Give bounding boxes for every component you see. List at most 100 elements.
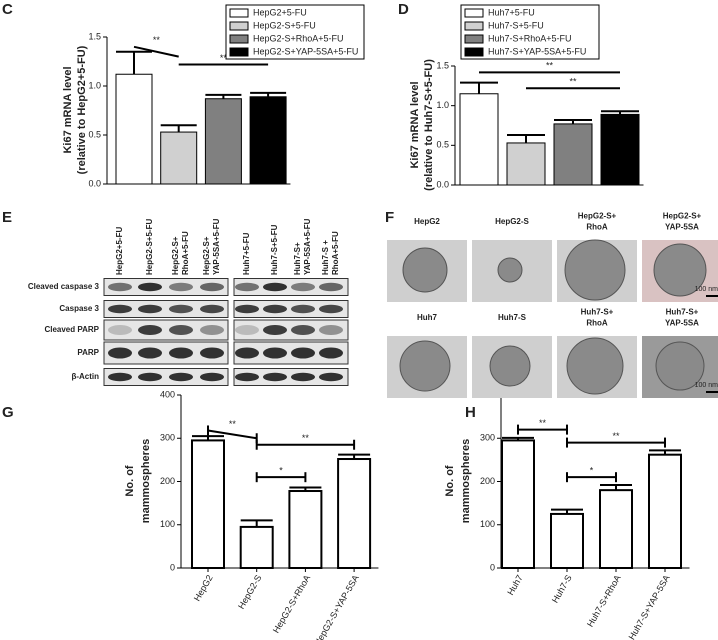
legend-swatch [229,47,249,57]
bar [553,123,593,186]
panel-label: F [385,209,394,226]
y-axis-label: No. of [444,465,456,496]
y-axis-label: (relative to Huh7-S+5-FU) [423,59,435,191]
significance-label: ** [229,419,237,429]
blot-band [235,304,259,314]
blot-band [200,325,224,335]
error-bar [601,110,639,115]
legend-label: HepG2-S+RhoA+5-FU [253,33,344,43]
blot-band [235,347,259,359]
y-tick-label: 1.0 [88,80,101,90]
bar [550,512,584,569]
x-tick-label: Huh7-S+YAP-5SA [627,573,672,640]
bar [459,93,499,186]
spheroid [564,239,626,301]
bar [600,113,640,186]
blot-band [108,372,132,382]
blot-band [263,372,287,382]
error-bar [338,453,371,460]
blot-band [291,282,315,292]
row-label: Cleaved PARP [44,325,99,334]
image-label: Huh7-S+ [581,308,614,317]
x-tick-label: Huh7 [505,573,524,597]
y-tick-label: 200 [480,476,495,486]
significance-bracket [133,45,179,58]
image-label: Huh7 [417,313,438,322]
image-label: RhoA [586,223,608,232]
blot-band [169,325,193,335]
spheroid [653,243,707,297]
image-label: HepG2-S+ [578,212,617,221]
error-bar [205,93,242,99]
panel-label: E [2,209,12,226]
lane-label: Huh7-S+ [293,242,302,275]
bar [506,142,546,186]
spheroid [497,257,523,283]
y-axis-label: mammospheres [460,439,472,523]
blot-band [235,372,259,382]
x-tick-label: Huh7-S [550,573,574,604]
image-label: Huh7-S [498,313,527,322]
row-label: Caspase 3 [59,304,99,313]
legend-label: Huh7+5-FU [488,7,535,17]
blot-band [319,372,343,382]
legend-label: HepG2-S+5-FU [253,20,316,30]
legend-swatch [464,47,484,57]
blot-strip [103,278,229,296]
y-tick-label: 0 [170,562,175,572]
image-label: Huh7-S+ [666,308,699,317]
spheroid [399,340,451,392]
blot-band [138,372,162,382]
y-tick-label: 1.5 [436,60,449,70]
y-tick-label: 300 [480,433,495,443]
significance-label: ** [569,77,577,87]
spheroid [402,247,448,293]
y-tick-label: 100 [480,519,495,529]
lane-label: YAP-5SA+5-FU [212,218,221,275]
y-tick-label: 1.0 [436,100,449,110]
significance-label: ** [220,53,228,63]
legend-label: Huh7-S+YAP-5SA+5-FU [488,46,586,56]
blot-band [200,372,224,382]
blot-band [263,325,287,335]
bar [249,96,287,185]
bar [648,453,682,569]
error-bar [116,50,152,75]
blot-strip [103,341,229,365]
x-tick-label: HepG2-S [236,573,263,611]
blot-band [200,304,224,314]
image-label: YAP-5SA [665,319,699,328]
error-bar [240,519,273,527]
blot-band [200,282,224,292]
y-tick-label: 1.5 [88,31,101,41]
bar [239,525,274,569]
y-tick-label: 400 [160,389,175,399]
y-tick-label: 300 [160,433,175,443]
panel-label: C [2,1,13,18]
lane-label: RhoA+5-FU [331,231,340,275]
blot-band [108,282,132,292]
bar [115,73,153,185]
significance-label: ** [153,35,161,45]
blot-band [291,325,315,335]
image-label: YAP-5SA [665,223,699,232]
y-axis-label: (relative to HepG2+5-FU) [76,45,88,174]
bar [501,439,535,570]
y-axis-label: No. of [124,465,136,496]
blot-band [319,347,343,359]
blot-band [169,372,193,382]
bar [160,131,198,185]
blot-band [108,304,132,314]
legend-swatch [464,34,484,44]
error-bar [460,81,498,94]
bar [599,489,633,569]
blot-band [235,325,259,335]
blot-band [319,282,343,292]
legend-label: Huh7-S+5-FU [488,20,544,30]
blot-band [138,347,162,359]
y-tick-label: 0.5 [88,129,101,139]
lane-label: HepG2+5-FU [115,227,124,275]
x-tick-label: HepG2-S+RhoA [271,573,312,635]
error-bar [551,508,583,514]
lane-label: HepG2-S+5-FU [145,219,154,275]
